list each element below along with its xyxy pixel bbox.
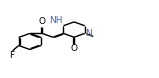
Text: O: O [71, 44, 78, 53]
Text: N: N [85, 29, 92, 38]
Text: O: O [39, 17, 46, 26]
Text: NH: NH [50, 16, 63, 25]
Text: F: F [10, 51, 15, 60]
